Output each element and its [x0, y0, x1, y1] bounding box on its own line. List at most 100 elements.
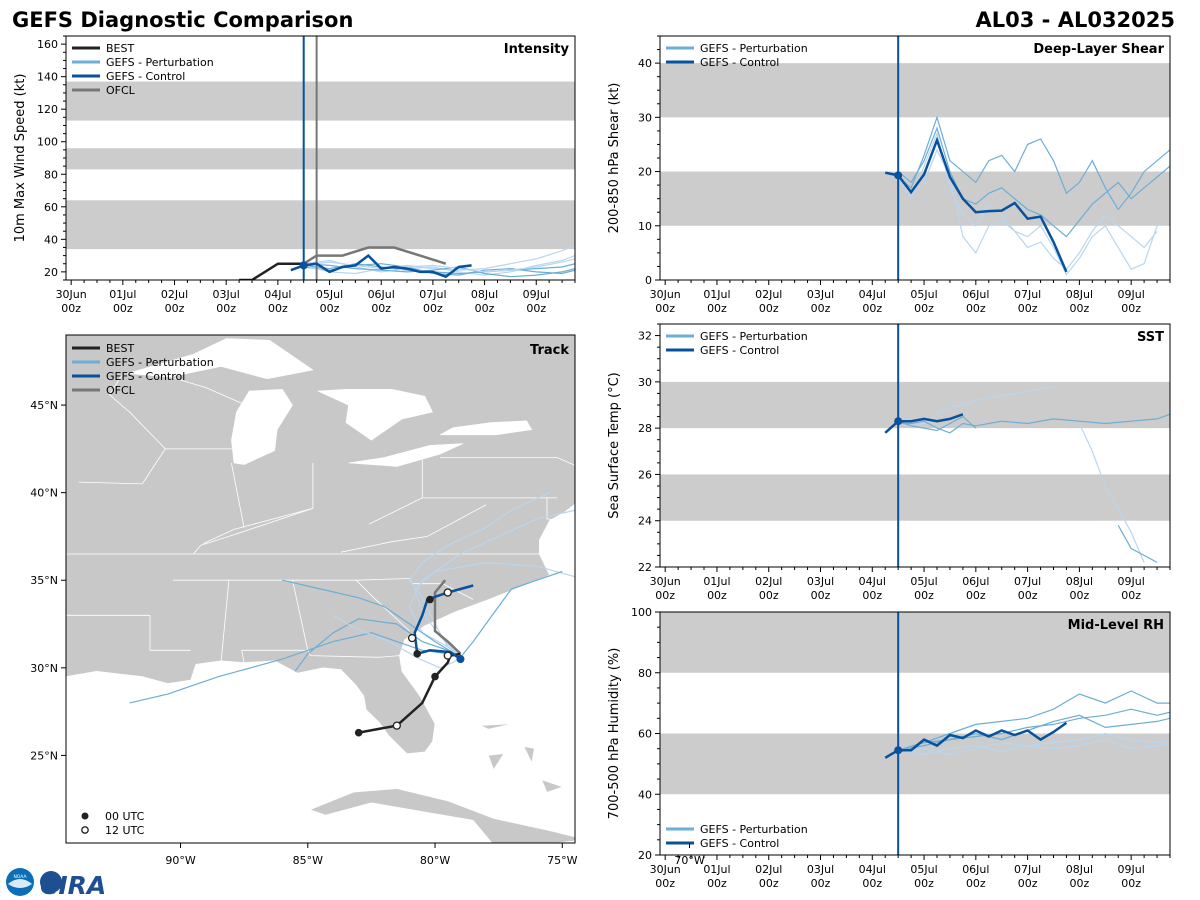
state-boundary: [108, 375, 166, 450]
state-boundary: [192, 508, 314, 555]
lon-tick-label: 70°W: [674, 854, 704, 867]
x-tick-label-day: 04Jul: [859, 288, 886, 301]
island-bahamas1: [480, 723, 512, 730]
x-tick-label-hour: 00z: [811, 877, 831, 890]
state-boundary: [440, 457, 575, 466]
x-tick-label-day: 01Jul: [703, 863, 730, 876]
lon-tick-label: 75°W: [547, 854, 577, 867]
x-tick-label-day: 02Jul: [755, 863, 782, 876]
legend-marker-12utc: [81, 826, 89, 834]
perturbation-track: [282, 579, 461, 658]
panel-title: Deep-Layer Shear: [1033, 42, 1164, 57]
x-tick-label-hour: 00z: [526, 302, 546, 315]
state-boundary: [598, 405, 606, 456]
ofcl-line: [303, 246, 447, 265]
x-tick-label-day: 07Jul: [1014, 575, 1041, 588]
x-tick-label-day: 06Jul: [368, 288, 395, 301]
state-boundary: [149, 615, 191, 651]
init-point-marker: [894, 417, 903, 426]
island-hispaniola: [574, 842, 575, 843]
legend-label: GEFS - Control: [700, 344, 779, 357]
control-line: [884, 721, 1068, 759]
x-tick-label-day: 09Jul: [1118, 288, 1145, 301]
threshold-band: [66, 148, 575, 170]
x-tick-label-hour: 00z: [475, 302, 495, 315]
lon-tick-label: 90°W: [165, 854, 195, 867]
y-tick-label: 120: [37, 103, 58, 116]
sst-panel: 22242628303230Jun00z01Jul00z02Jul00z03Ju…: [607, 323, 1171, 602]
control-track: [413, 584, 474, 661]
x-tick-label-day: 30Jun: [56, 288, 87, 301]
x-tick-label-hour: 00z: [914, 589, 934, 602]
x-tick-label-hour: 00z: [371, 302, 391, 315]
state-boundary: [220, 580, 230, 661]
x-tick-label-day: 02Jul: [161, 288, 188, 301]
x-tick-label-day: 07Jul: [1014, 863, 1041, 876]
perturbation-track: [460, 570, 563, 658]
legend-label: BEST: [106, 342, 134, 355]
perturbation-line: [897, 415, 977, 432]
x-tick-label-hour: 00z: [707, 877, 727, 890]
x-tick-label-hour: 00z: [759, 877, 779, 890]
y-axis-label: Sea Surface Temp (°C): [607, 372, 622, 519]
x-tick-label-day: 30Jun: [650, 288, 681, 301]
threshold-band: [660, 171, 1170, 226]
x-tick-label-hour: 00z: [1121, 877, 1141, 890]
control-line: [884, 136, 1068, 273]
perturbation-line: [1117, 525, 1158, 563]
rh-plot-area: [660, 612, 1170, 855]
threshold-band: [66, 81, 575, 121]
x-tick-label-day: 08Jul: [1066, 863, 1093, 876]
state-boundary: [170, 376, 242, 404]
lat-tick-label: 25°N: [30, 749, 58, 762]
state-boundary: [78, 481, 143, 485]
init-point-marker: [894, 746, 903, 755]
x-tick-label-hour: 00z: [966, 877, 986, 890]
y-tick-label: 28: [638, 422, 652, 435]
y-tick-label: 140: [37, 71, 58, 84]
x-tick-label-day: 09Jul: [1118, 863, 1145, 876]
y-axis-label: 700-500 hPa Humidity (%): [607, 648, 622, 820]
state-boundary: [231, 462, 245, 528]
best-marker-12utc: [392, 721, 402, 730]
perturbation-track: [294, 618, 461, 672]
x-tick-label-hour: 00z: [320, 302, 340, 315]
cira-logo-text: CIRA: [40, 871, 106, 900]
x-tick-label-hour: 00z: [1018, 589, 1038, 602]
x-tick-label-day: 03Jul: [807, 288, 834, 301]
legend-label: GEFS - Perturbation: [106, 56, 214, 69]
lat-tick-label: 40°N: [30, 487, 58, 500]
init-point-marker: [299, 261, 308, 270]
shear-plot-area: [660, 36, 1170, 280]
legend-label: GEFS - Control: [700, 56, 779, 69]
control-marker-12utc: [443, 588, 452, 597]
noaa-logo-text: NOAA: [13, 874, 27, 880]
y-tick-label: 10: [638, 220, 652, 233]
track-map-area: [66, 335, 606, 843]
y-axis-label: 10m Max Wind Speed (kt): [13, 74, 28, 243]
y-tick-label: 20: [638, 849, 652, 862]
lake-superior: [127, 338, 314, 380]
x-tick-label-day: 01Jul: [703, 575, 730, 588]
x-tick-label-day: 07Jul: [1014, 288, 1041, 301]
x-tick-label-hour: 00z: [1121, 302, 1141, 315]
y-axis-label: 200-850 hPa Shear (kt): [607, 83, 622, 234]
legend-label: GEFS - Control: [700, 837, 779, 850]
y-tick-label: 26: [638, 468, 652, 481]
x-tick-label-day: 06Jul: [962, 863, 989, 876]
threshold-band: [660, 474, 1170, 521]
x-tick-label-hour: 00z: [966, 302, 986, 315]
x-tick-label-hour: 00z: [1070, 302, 1090, 315]
perturbation-line: [303, 245, 575, 275]
x-tick-label-hour: 00z: [655, 877, 675, 890]
x-tick-label-hour: 00z: [268, 302, 288, 315]
perturbation-line: [898, 690, 1170, 751]
state-boundary: [241, 580, 309, 663]
state-boundary: [368, 497, 423, 525]
x-tick-label-day: 08Jul: [1066, 288, 1093, 301]
y-tick-label: 60: [638, 728, 652, 741]
y-tick-label: 60: [44, 201, 58, 214]
panel-title: Mid-Level RH: [1068, 618, 1164, 633]
y-tick-label: 32: [638, 330, 652, 343]
